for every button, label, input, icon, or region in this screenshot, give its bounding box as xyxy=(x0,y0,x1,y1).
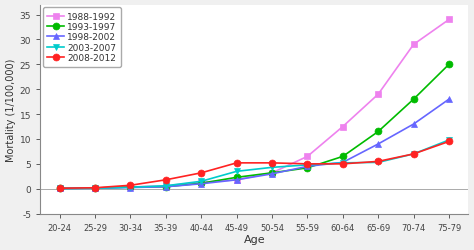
1993-1997 xyxy=(92,187,98,190)
2003-2007 xyxy=(269,166,275,169)
1998-2002 xyxy=(234,178,239,182)
1993-1997 xyxy=(199,182,204,185)
1988-1992 xyxy=(92,187,98,190)
1988-1992 xyxy=(57,187,63,190)
2003-2007 xyxy=(234,170,239,173)
1993-1997 xyxy=(340,155,346,158)
Line: 1998-2002: 1998-2002 xyxy=(56,96,453,192)
1993-1997 xyxy=(269,172,275,175)
1998-2002 xyxy=(305,165,310,168)
1998-2002 xyxy=(446,98,452,101)
2003-2007 xyxy=(128,186,133,189)
1988-1992 xyxy=(340,126,346,128)
1993-1997 xyxy=(163,186,169,188)
1993-1997 xyxy=(411,98,417,101)
Line: 1988-1992: 1988-1992 xyxy=(57,18,452,192)
2008-2012 xyxy=(234,162,239,165)
2003-2007 xyxy=(57,187,63,190)
Line: 2008-2012: 2008-2012 xyxy=(56,138,453,192)
Legend: 1988-1992, 1993-1997, 1998-2002, 2003-2007, 2008-2012: 1988-1992, 1993-1997, 1998-2002, 2003-20… xyxy=(43,8,121,68)
1993-1997 xyxy=(57,187,63,190)
Line: 2003-2007: 2003-2007 xyxy=(56,137,453,192)
1998-2002 xyxy=(199,182,204,186)
1988-1992 xyxy=(199,181,204,184)
1993-1997 xyxy=(446,64,452,66)
2003-2007 xyxy=(340,162,346,165)
1988-1992 xyxy=(411,44,417,47)
2003-2007 xyxy=(199,180,204,183)
1998-2002 xyxy=(269,172,275,176)
2008-2012 xyxy=(269,162,275,165)
2008-2012 xyxy=(199,172,204,175)
2008-2012 xyxy=(57,187,63,190)
2008-2012 xyxy=(128,184,133,187)
1998-2002 xyxy=(340,161,346,164)
1988-1992 xyxy=(375,93,381,96)
Y-axis label: Mortality (1/100,000): Mortality (1/100,000) xyxy=(6,58,16,161)
1998-2002 xyxy=(163,186,169,188)
1988-1992 xyxy=(305,155,310,158)
1998-2002 xyxy=(411,123,417,126)
1988-1992 xyxy=(269,172,275,175)
1993-1997 xyxy=(305,167,310,170)
2008-2012 xyxy=(411,153,417,156)
1998-2002 xyxy=(128,186,133,189)
2003-2007 xyxy=(411,153,417,156)
1988-1992 xyxy=(128,186,133,189)
1993-1997 xyxy=(375,130,381,134)
2008-2012 xyxy=(92,186,98,190)
2003-2007 xyxy=(92,187,98,190)
1988-1992 xyxy=(163,184,169,188)
2003-2007 xyxy=(446,139,452,142)
2008-2012 xyxy=(340,163,346,166)
2003-2007 xyxy=(375,161,381,164)
1998-2002 xyxy=(375,143,381,146)
1988-1992 xyxy=(446,19,452,22)
2008-2012 xyxy=(446,140,452,143)
X-axis label: Age: Age xyxy=(244,234,265,244)
2003-2007 xyxy=(305,164,310,167)
1998-2002 xyxy=(57,187,63,190)
2008-2012 xyxy=(305,163,310,166)
2008-2012 xyxy=(163,178,169,182)
2008-2012 xyxy=(375,160,381,163)
1993-1997 xyxy=(234,176,239,179)
1998-2002 xyxy=(92,187,98,190)
1993-1997 xyxy=(128,186,133,189)
2003-2007 xyxy=(163,184,169,188)
1988-1992 xyxy=(234,178,239,182)
Line: 1993-1997: 1993-1997 xyxy=(56,62,453,192)
